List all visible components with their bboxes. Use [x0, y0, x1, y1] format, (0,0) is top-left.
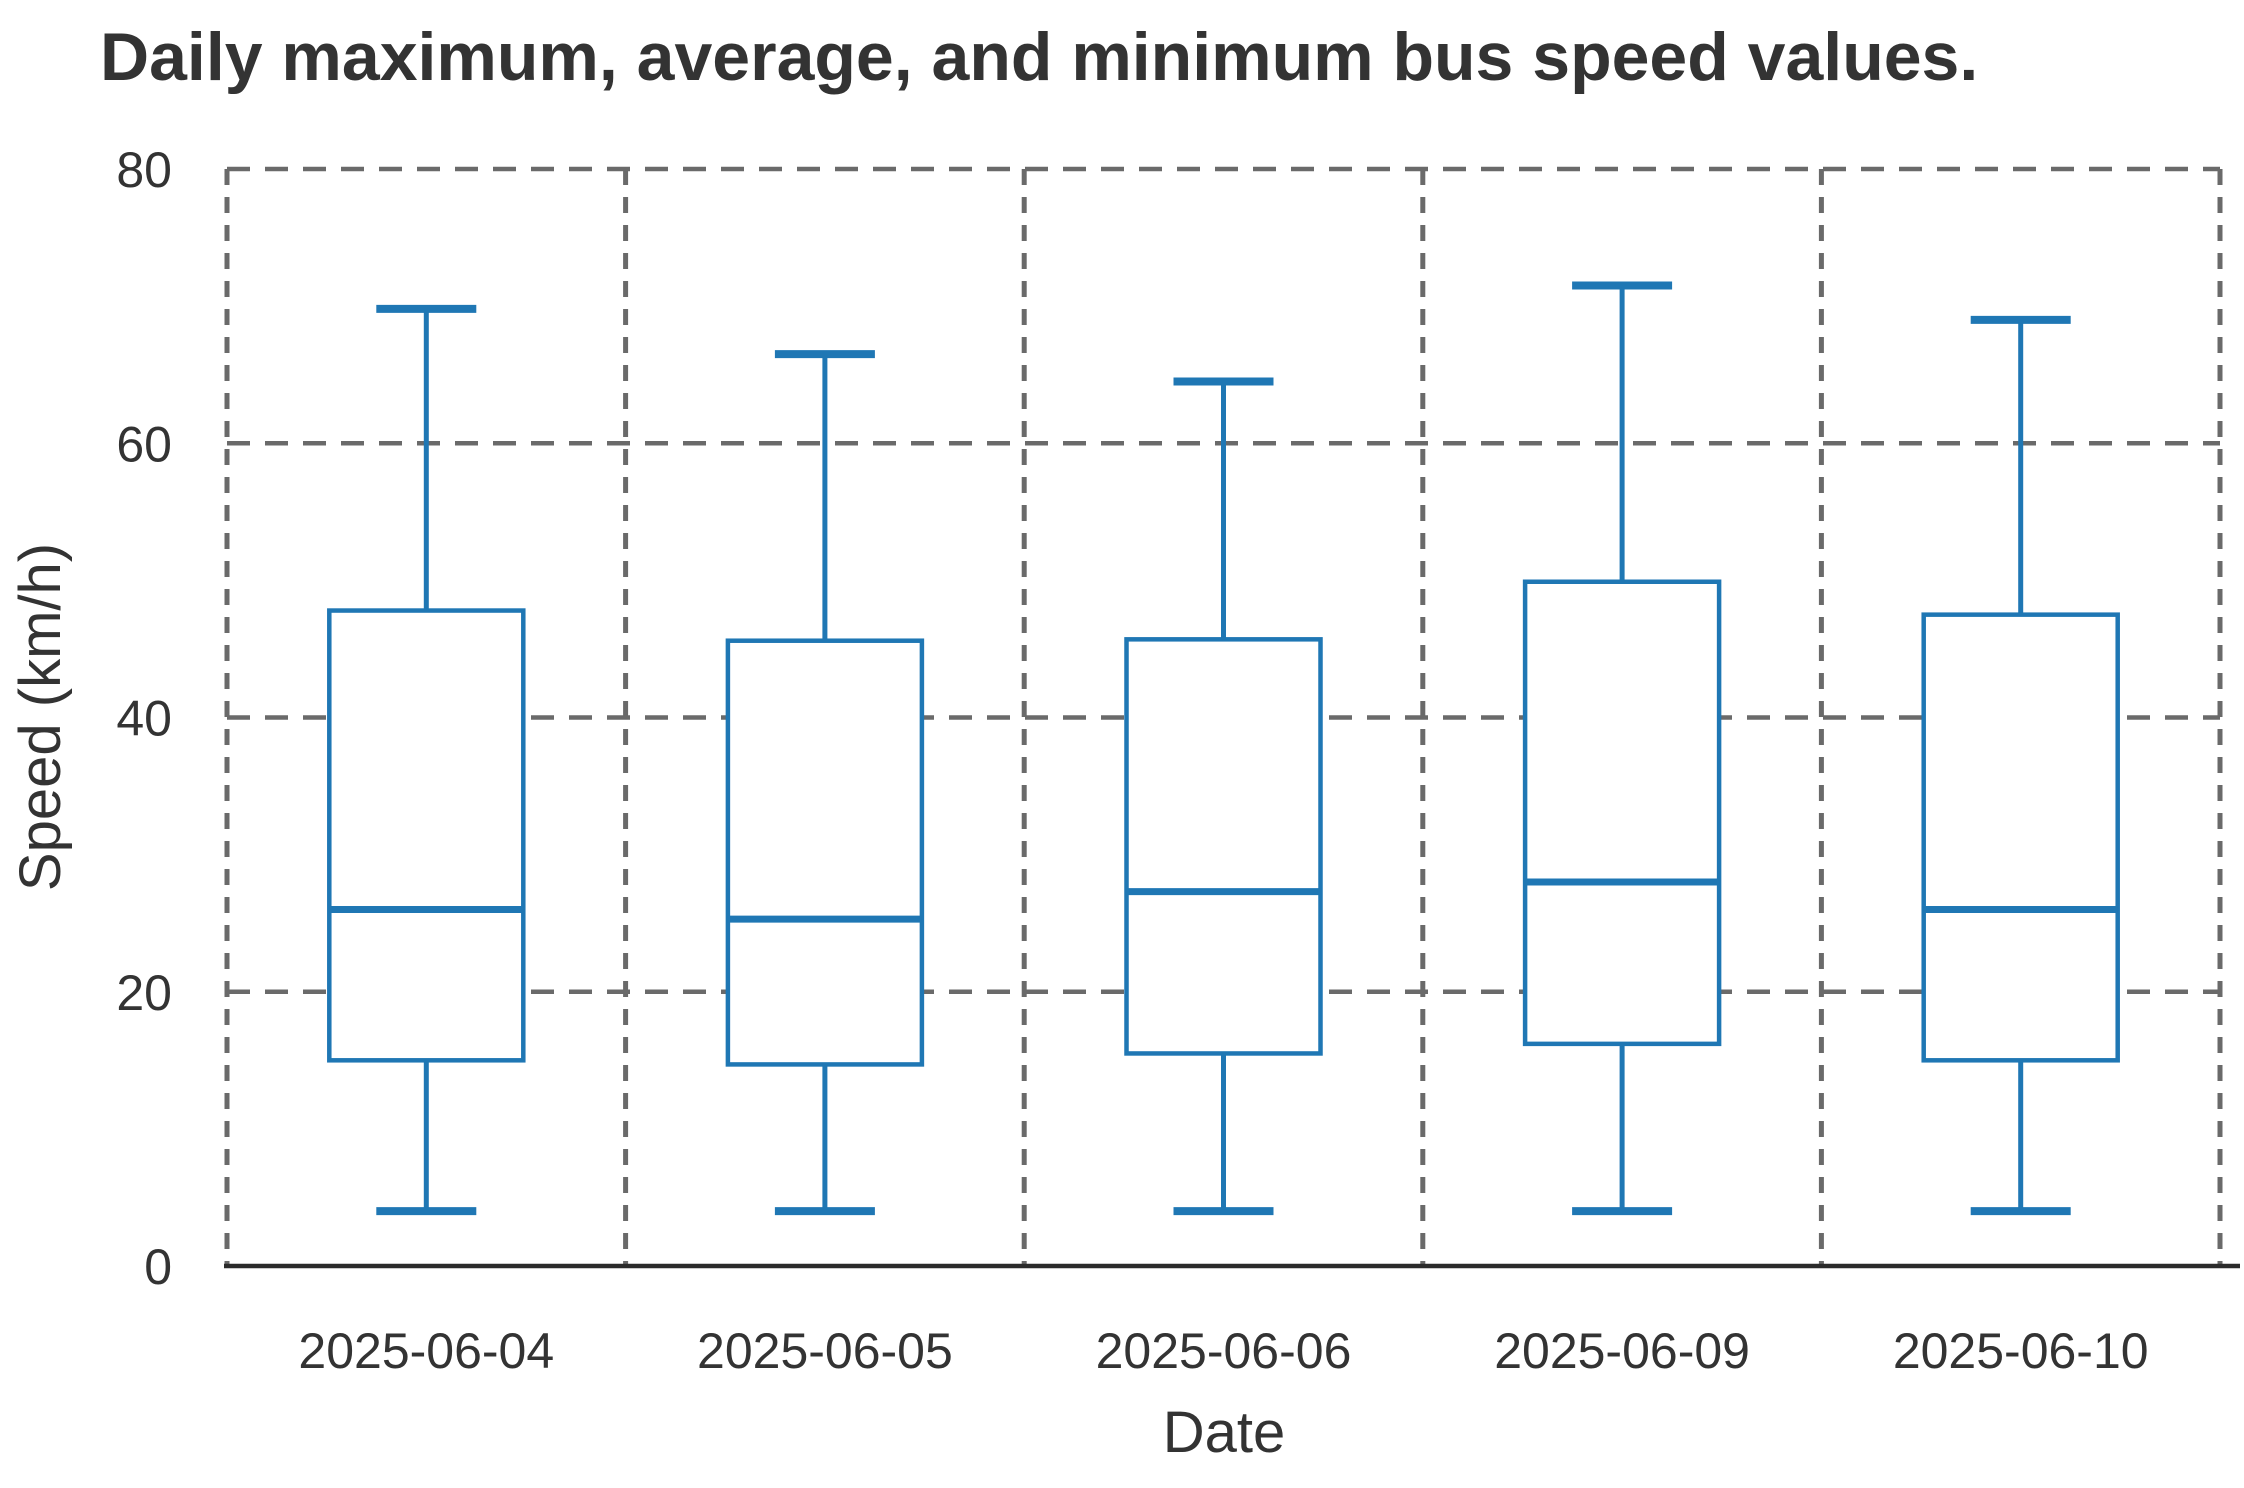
boxplot-2025-06-09 [1522, 281, 1722, 1216]
box-layer [327, 281, 2120, 1216]
x-tick-label-2025-06-10: 2025-06-10 [1893, 1323, 2149, 1379]
boxplot-2025-06-05 [725, 350, 925, 1216]
iqr-box [725, 638, 925, 1067]
y-tick-label-20: 20 [116, 965, 172, 1021]
boxplot-2025-06-06 [1124, 377, 1323, 1216]
iqr-box [1921, 612, 2120, 1063]
tick-layer: 0 20 40 60 80 2025-06-04 2025-06-05 2025-06-06 2… [116, 142, 2148, 1379]
y-tick-label-60: 60 [116, 416, 172, 472]
y-axis-label: Speed (km/h) [8, 543, 73, 891]
iqr-box [327, 608, 526, 1063]
boxplot-2025-06-04 [327, 304, 526, 1216]
chart-title: Daily maximum, average, and minimum bus … [100, 19, 1978, 95]
y-tick-label-0: 0 [144, 1239, 172, 1295]
x-axis-label: Date [1163, 1400, 1286, 1465]
boxplot-2025-06-10 [1921, 315, 2120, 1216]
iqr-box [1522, 579, 1722, 1047]
x-tick-label-2025-06-06: 2025-06-06 [1096, 1323, 1352, 1379]
x-tick-label-2025-06-09: 2025-06-09 [1494, 1323, 1750, 1379]
y-tick-label-40: 40 [116, 691, 172, 747]
iqr-box [1124, 637, 1323, 1056]
x-tick-label-2025-06-04: 2025-06-04 [298, 1323, 554, 1379]
x-tick-label-2025-06-05: 2025-06-05 [697, 1323, 953, 1379]
y-tick-label-80: 80 [116, 142, 172, 198]
